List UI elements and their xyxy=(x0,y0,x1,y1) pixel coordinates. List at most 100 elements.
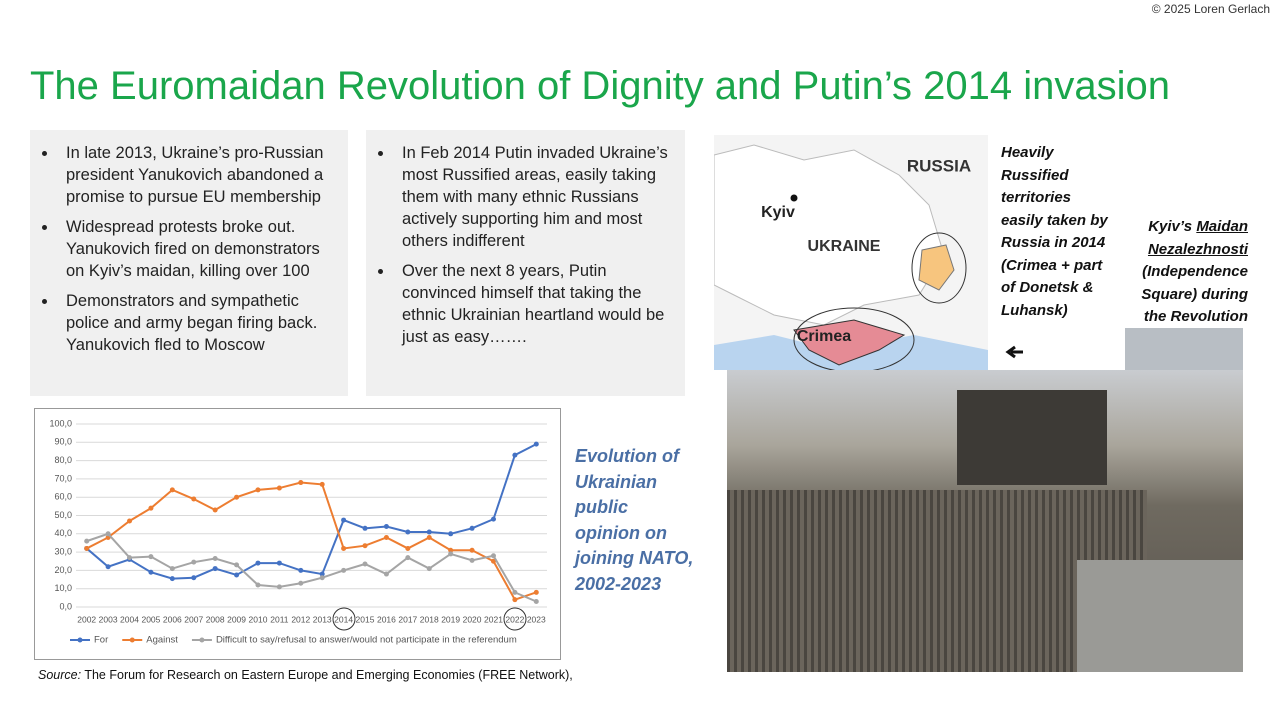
point xyxy=(212,556,218,562)
x-tick-label: 2011 xyxy=(270,614,289,624)
x-tick-label: 2019 xyxy=(441,614,460,624)
kyiv-dot xyxy=(790,194,798,202)
legend-swatch xyxy=(129,637,135,643)
copyright: © 2025 Loren Gerlach xyxy=(1151,2,1270,16)
x-tick-label: 2015 xyxy=(356,614,375,624)
x-tick-label: 2005 xyxy=(141,614,160,624)
circle xyxy=(911,232,967,304)
point xyxy=(148,554,154,560)
point xyxy=(383,523,389,529)
series-line xyxy=(86,532,537,603)
point xyxy=(533,589,539,595)
point xyxy=(255,582,261,588)
point xyxy=(490,516,496,522)
point xyxy=(512,589,518,595)
point xyxy=(426,534,432,540)
point xyxy=(255,560,261,566)
map-label: RUSSIA xyxy=(907,156,971,175)
x-tick-label: 2018 xyxy=(420,614,439,624)
point xyxy=(405,545,411,551)
point xyxy=(448,551,454,557)
point xyxy=(191,575,197,581)
legend-swatch xyxy=(199,637,205,643)
point xyxy=(191,559,197,565)
x-tick-label: 2009 xyxy=(227,614,246,624)
x-tick-label: 2012 xyxy=(291,614,310,624)
point xyxy=(319,481,325,487)
y-tick-label: 90,0 xyxy=(54,437,72,447)
y-tick-label: 60,0 xyxy=(54,492,72,502)
point xyxy=(84,545,90,551)
point xyxy=(469,557,475,563)
circle xyxy=(793,307,915,370)
point xyxy=(276,485,282,491)
map-label: Crimea xyxy=(797,328,851,345)
y-tick-label: 0,0 xyxy=(59,601,72,611)
arrow xyxy=(1005,345,1023,359)
y-tick-label: 20,0 xyxy=(54,565,72,575)
y-tick-label: 30,0 xyxy=(54,546,72,556)
point xyxy=(298,580,304,586)
right-panel: In Feb 2014 Putin invaded Ukraine’s most… xyxy=(366,130,685,396)
point xyxy=(448,531,454,537)
point xyxy=(127,518,133,524)
caption-place: Maidan Nezalezhnosti xyxy=(1147,218,1248,258)
point xyxy=(405,555,411,561)
point xyxy=(169,576,175,582)
point xyxy=(341,567,347,573)
point xyxy=(512,452,518,458)
series-line xyxy=(86,443,537,580)
point xyxy=(383,534,389,540)
point xyxy=(512,597,518,603)
point xyxy=(84,538,90,544)
y-tick-label: 100,0 xyxy=(49,418,72,428)
circle xyxy=(332,607,356,631)
point xyxy=(276,560,282,566)
point xyxy=(362,543,368,549)
slide-title: The Euromaidan Revolution of Dignity and… xyxy=(30,64,1170,108)
map: RUSSIA Kyiv UKRAINE Crimea xyxy=(714,135,988,370)
y-tick-label: 10,0 xyxy=(54,583,72,593)
point xyxy=(341,517,347,523)
point xyxy=(469,547,475,553)
source: Source: The Forum for Research on Easter… xyxy=(38,668,573,682)
photo-caption: Kyiv’s Maidan Nezalezhnosti (Independenc… xyxy=(1128,216,1248,329)
point xyxy=(319,575,325,581)
x-tick-label: 2010 xyxy=(249,614,268,624)
x-tick-label: 2006 xyxy=(163,614,182,624)
x-tick-label: 2020 xyxy=(463,614,482,624)
point xyxy=(383,571,389,577)
bullet-list: In late 2013, Ukraine’s pro-Russian pres… xyxy=(38,142,340,356)
y-tick-label: 80,0 xyxy=(54,455,72,465)
x-tick-label: 2002 xyxy=(77,614,96,624)
x-tick-label: 2003 xyxy=(99,614,118,624)
x-tick-label: 2014 xyxy=(334,614,353,624)
crimea-shape xyxy=(793,319,906,366)
point xyxy=(362,561,368,567)
caption-text: Kyiv’s xyxy=(1148,218,1197,235)
chart: 0,0 10,0 20,0 30,0 40,0 50,0 60,0 70,0 80,0 90,0 1… xyxy=(34,408,561,660)
left-panel: In late 2013, Ukraine’s pro-Russian pres… xyxy=(30,130,348,396)
point xyxy=(426,529,432,535)
y-tick-label: 50,0 xyxy=(54,510,72,520)
legend-label: For xyxy=(94,635,108,646)
point xyxy=(298,480,304,486)
legend-swatch xyxy=(77,637,83,643)
x-tick-label: 2016 xyxy=(377,614,396,624)
building xyxy=(957,390,1107,485)
balcony xyxy=(1077,560,1243,672)
y-tick-label: 70,0 xyxy=(54,473,72,483)
bullet: In late 2013, Ukraine’s pro-Russian pres… xyxy=(58,142,340,208)
point xyxy=(169,487,175,493)
point xyxy=(234,562,240,568)
point xyxy=(191,496,197,502)
x-tick-label: 2008 xyxy=(206,614,225,624)
point xyxy=(255,487,261,493)
point xyxy=(148,569,154,575)
circle xyxy=(503,607,527,631)
bullet: Over the next 8 years, Putin convinced h… xyxy=(394,260,677,348)
legend-label: Difficult to say/refusal to answer/would… xyxy=(216,635,517,646)
caption-text: (Independence Square) during the Revolut… xyxy=(1141,263,1248,325)
point xyxy=(169,566,175,572)
